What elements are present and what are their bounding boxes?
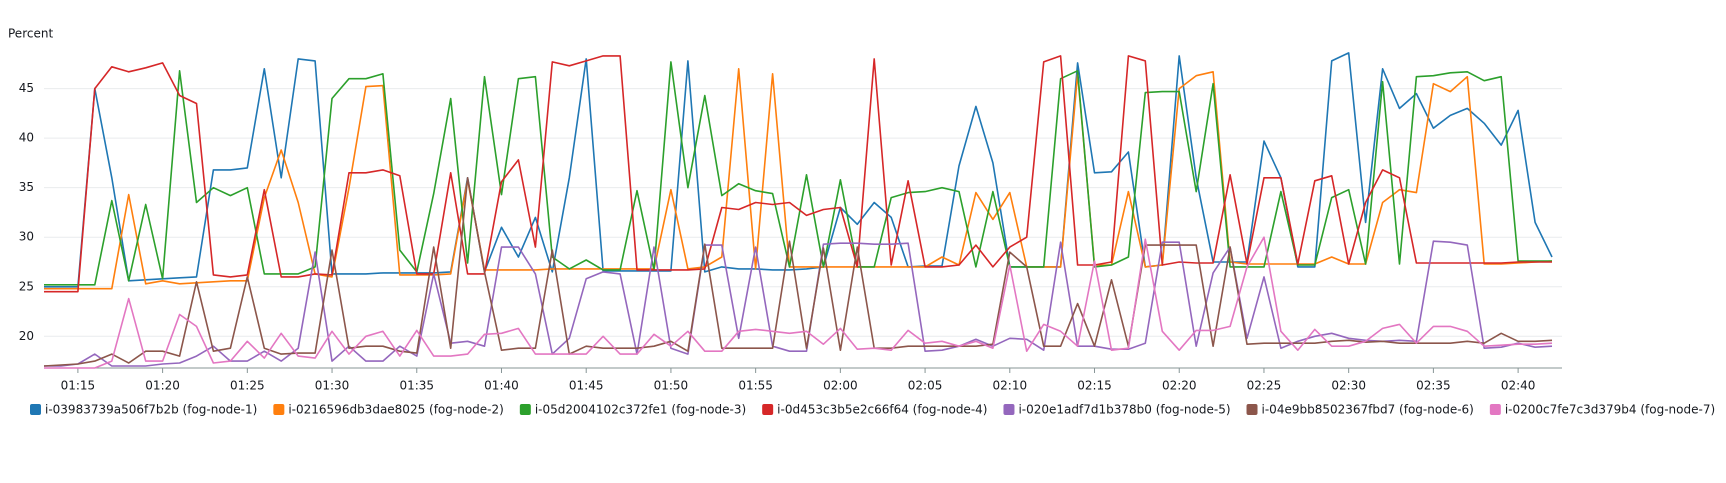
x-tick-label: 02:35 (1416, 379, 1451, 393)
y-tick-label: 30 (19, 230, 34, 244)
legend-swatch (519, 404, 531, 415)
legend-swatch (1003, 404, 1015, 415)
series-line (44, 236, 1553, 369)
x-tick-label: 01:50 (654, 379, 689, 393)
x-tick-label: 02:00 (823, 379, 858, 393)
legend-swatch (30, 404, 41, 415)
x-tick-label: 02:15 (1077, 379, 1112, 393)
legend-swatch (1246, 404, 1258, 415)
y-tick-label: 20 (19, 329, 34, 343)
x-tick-label: 02:20 (1162, 379, 1197, 393)
legend-label: i-03983739a506f7b2b (fog-node-1) (45, 403, 257, 417)
x-tick-label: 01:15 (61, 379, 96, 393)
x-tick-label: 01:25 (230, 379, 265, 393)
x-tick-label: 01:55 (738, 379, 773, 393)
legend-label: i-0d453c3b5e2c66f64 (fog-node-4) (777, 403, 987, 417)
legend-label: i-04e9bb8502367fbd7 (fog-node-6) (1262, 403, 1474, 417)
x-tick-label: 02:30 (1331, 379, 1366, 393)
y-axis-label: Percent (8, 27, 53, 41)
y-tick-label: 45 (19, 81, 34, 95)
series-line (44, 55, 1552, 293)
legend-swatch (273, 404, 285, 415)
series-line (44, 240, 1553, 367)
y-tick-label: 40 (19, 131, 34, 145)
series-line (44, 52, 1553, 288)
x-tick-label: 02:10 (993, 379, 1028, 393)
series-line (44, 68, 1553, 290)
y-tick-label: 25 (19, 279, 34, 293)
legend-label: i-05d2004102c372fe1 (fog-node-3) (535, 403, 746, 417)
x-tick-label: 01:30 (315, 379, 350, 393)
x-tick-label: 02:25 (1247, 379, 1282, 393)
x-tick-label: 02:05 (908, 379, 943, 393)
legend-label: i-0200c7fe7c3d379b4 (fog-node-7) (1505, 403, 1715, 417)
x-tick-label: 02:40 (1501, 379, 1536, 393)
x-tick-label: 01:35 (399, 379, 434, 393)
x-tick-label: 01:20 (145, 379, 180, 393)
legend-swatch (762, 404, 774, 415)
series-line (44, 61, 1552, 286)
x-tick-label: 01:45 (569, 379, 604, 393)
x-tick-label: 01:40 (484, 379, 519, 393)
legend-label: i-020e1adf7d1b378b0 (fog-node-5) (1018, 403, 1230, 417)
series-line (43, 177, 1553, 367)
y-tick-label: 35 (19, 180, 34, 194)
legend-swatch (1489, 404, 1501, 415)
legend-label: i-0216596db3dae8025 (fog-node-2) (288, 403, 503, 417)
